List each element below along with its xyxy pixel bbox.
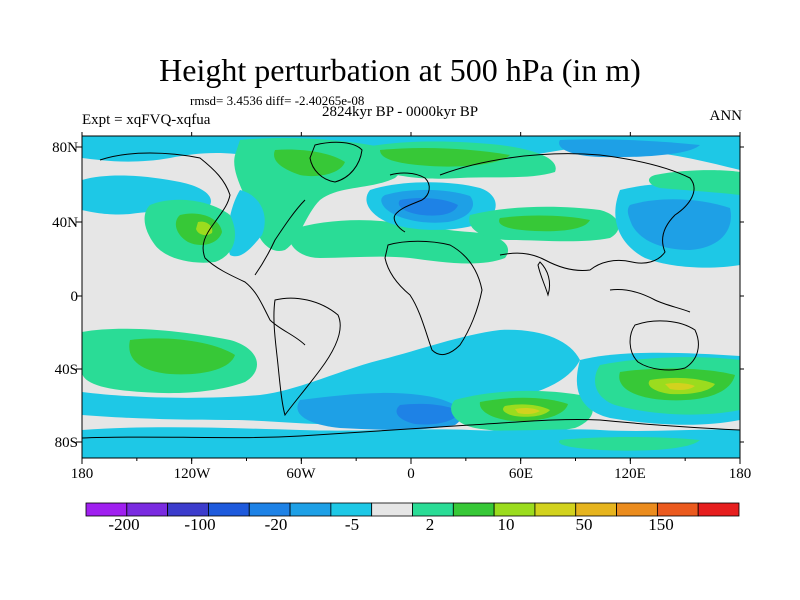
south-indian-positive-region <box>451 390 593 433</box>
australia-coast <box>629 320 699 371</box>
coastlines <box>82 141 740 439</box>
statistics-line: rmsd= 3.4536 diff= -2.40265e-08 <box>190 93 365 108</box>
antarctica-coast <box>82 418 740 439</box>
lon-label-120w: 120W <box>173 466 211 482</box>
africa-coast <box>384 240 483 356</box>
lon-label-120e: 120E <box>614 466 646 482</box>
lat-label-80s: 80S <box>54 435 78 451</box>
europe-africa-positive-region <box>289 220 509 264</box>
colorbar-label: 2 <box>425 515 435 534</box>
siberia-positive-region <box>357 141 556 179</box>
europe-coast <box>389 172 430 233</box>
north-america-coast <box>99 152 306 346</box>
south-america-coast <box>273 297 341 417</box>
colorbar-label: -20 <box>264 515 288 534</box>
colorbar-label: -5 <box>344 515 360 534</box>
lon-label-180-east: 180 <box>728 466 752 482</box>
lon-label-180-west: 180 <box>70 466 94 482</box>
colorbar-label: -100 <box>184 515 216 534</box>
lat-label-0: 0 <box>70 289 79 305</box>
north-america-east-coast <box>254 199 306 276</box>
india-coast <box>537 261 551 297</box>
lat-label-40s: 40S <box>54 362 78 378</box>
greenland-coast <box>309 141 363 183</box>
colorbar <box>85 502 740 517</box>
colorbar-label: -200 <box>108 515 140 534</box>
north-america-region <box>82 175 265 263</box>
colorbar-box <box>697 502 740 517</box>
colorbar-label: 50 <box>575 515 593 534</box>
lat-label-40n: 40N <box>52 215 78 231</box>
season-label: ANN <box>709 108 743 124</box>
north-pacific-negative-region <box>615 170 740 268</box>
colorbar-label: 10 <box>497 515 515 534</box>
asia-coast <box>439 153 695 271</box>
plot-title: Height perturbation at 500 hPa (in m) <box>159 52 641 88</box>
experiment-label: Expt = xqFVQ-xqfua <box>82 112 211 128</box>
greenland-positive-region <box>234 137 402 251</box>
lon-label-0: 0 <box>407 466 415 482</box>
lat-label-80n: 80N <box>52 140 78 156</box>
lon-label-60e: 60E <box>508 466 534 482</box>
lon-label-60w: 60W <box>286 466 316 482</box>
australia-south-positive-region <box>576 352 740 425</box>
central-asia-positive-region <box>469 206 619 242</box>
axis-ticks <box>76 132 744 464</box>
maritime-continent-coast <box>609 289 691 313</box>
colorbar-label: 150 <box>648 515 674 534</box>
period-label: 2824kyr BP - 0000kyr BP <box>321 104 479 120</box>
south-pacific-positive-region <box>82 328 257 394</box>
antarctic-negative-region <box>82 427 740 458</box>
europe-negative-region <box>366 182 496 230</box>
